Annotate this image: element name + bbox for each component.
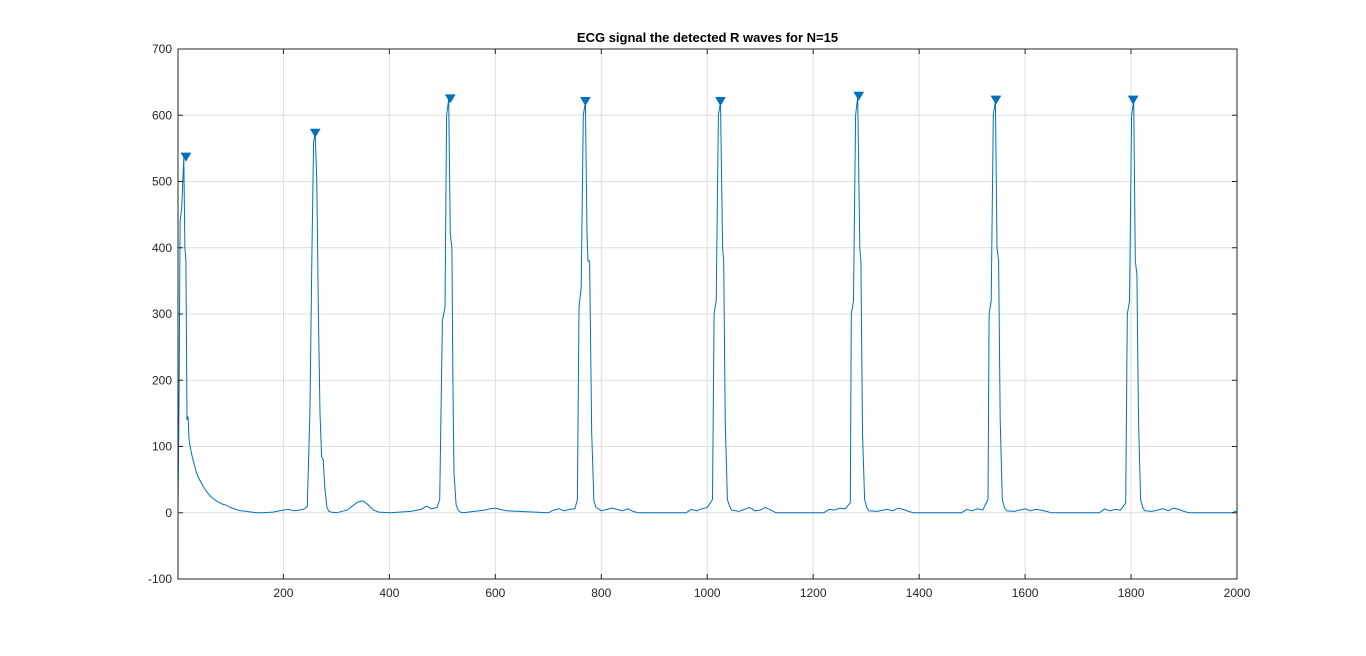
y-tick-label: 200: [152, 373, 172, 387]
x-tick-label: 1000: [694, 586, 721, 600]
x-tick-label: 400: [379, 586, 399, 600]
x-axis-ticks: 200 400 600 800 1000 1200 1400 1600 1800 2000: [273, 49, 1251, 600]
r-wave-marker: [180, 152, 192, 162]
y-tick-label: 700: [152, 42, 172, 56]
y-tick-label: 0: [165, 506, 172, 520]
x-tick-label: 200: [273, 586, 293, 600]
r-wave-markers: [180, 91, 1139, 162]
r-wave-marker: [444, 94, 456, 104]
r-wave-marker: [309, 128, 321, 138]
x-tick-label: 2000: [1224, 586, 1251, 600]
x-tick-label: 600: [485, 586, 505, 600]
r-wave-marker: [853, 91, 865, 101]
y-tick-label: 100: [152, 440, 172, 454]
y-axis-ticks: -100 0 100 200 300 400 500 600 700: [148, 42, 1237, 586]
signal-layer: [177, 96, 1238, 514]
x-tick-label: 800: [591, 586, 611, 600]
x-tick-label: 1600: [1012, 586, 1039, 600]
y-tick-label: 600: [152, 108, 172, 122]
ecg-signal-line: [177, 96, 1238, 514]
x-tick-label: 1200: [800, 586, 827, 600]
x-tick-label: 1400: [906, 586, 933, 600]
r-wave-marker: [715, 97, 726, 106]
y-tick-label: 500: [152, 175, 172, 189]
r-wave-marker: [990, 95, 1002, 105]
r-wave-marker: [580, 97, 591, 106]
chart-title: ECG signal the detected R waves for N=15: [577, 30, 838, 45]
grid: [178, 48, 1238, 580]
y-tick-label: 300: [152, 307, 172, 321]
x-tick-label: 1800: [1118, 586, 1145, 600]
y-tick-label: 400: [152, 241, 172, 255]
y-tick-label: -100: [148, 572, 172, 586]
r-wave-marker: [1127, 95, 1139, 105]
